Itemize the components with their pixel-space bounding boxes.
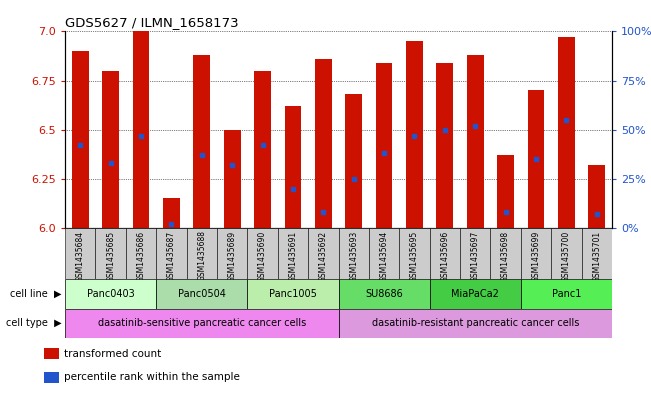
Text: cell line  ▶: cell line ▶: [10, 289, 62, 299]
Bar: [156, 279, 247, 309]
Text: GSM1435699: GSM1435699: [531, 230, 540, 282]
Text: transformed count: transformed count: [64, 349, 161, 359]
Text: GSM1435686: GSM1435686: [137, 230, 146, 282]
Bar: [308, 228, 339, 279]
Text: Panc0504: Panc0504: [178, 289, 226, 299]
Bar: [436, 63, 453, 228]
Text: GSM1435697: GSM1435697: [471, 230, 480, 282]
Bar: [278, 228, 308, 279]
Text: GSM1435691: GSM1435691: [288, 230, 298, 282]
Text: SU8686: SU8686: [365, 289, 403, 299]
Bar: [339, 228, 369, 279]
Bar: [406, 41, 423, 228]
Bar: [339, 279, 430, 309]
Bar: [521, 279, 612, 309]
Bar: [339, 309, 612, 338]
Bar: [65, 309, 339, 338]
Bar: [247, 279, 339, 309]
Text: GSM1435694: GSM1435694: [380, 230, 389, 282]
Text: Panc1005: Panc1005: [269, 289, 317, 299]
Bar: [490, 228, 521, 279]
Text: dasatinib-sensitive pancreatic cancer cells: dasatinib-sensitive pancreatic cancer ce…: [98, 318, 306, 328]
Bar: [44, 348, 59, 359]
Bar: [224, 130, 240, 228]
Bar: [521, 228, 551, 279]
Text: GSM1435690: GSM1435690: [258, 230, 267, 282]
Bar: [193, 55, 210, 228]
Bar: [460, 228, 490, 279]
Bar: [133, 31, 150, 228]
Bar: [247, 228, 278, 279]
Bar: [376, 63, 393, 228]
Bar: [254, 71, 271, 228]
Bar: [126, 228, 156, 279]
Text: GSM1435689: GSM1435689: [228, 230, 237, 282]
Text: GDS5627 / ILMN_1658173: GDS5627 / ILMN_1658173: [65, 16, 239, 29]
Bar: [345, 94, 362, 228]
Bar: [430, 228, 460, 279]
Bar: [527, 90, 544, 228]
Bar: [217, 228, 247, 279]
Bar: [467, 55, 484, 228]
Text: dasatinib-resistant pancreatic cancer cells: dasatinib-resistant pancreatic cancer ce…: [372, 318, 579, 328]
Text: GSM1435698: GSM1435698: [501, 230, 510, 282]
Bar: [558, 37, 575, 228]
Bar: [589, 165, 605, 228]
Bar: [72, 51, 89, 228]
Text: Panc0403: Panc0403: [87, 289, 135, 299]
Text: GSM1435685: GSM1435685: [106, 230, 115, 282]
Bar: [187, 228, 217, 279]
Text: Panc1: Panc1: [551, 289, 581, 299]
Text: GSM1435701: GSM1435701: [592, 230, 602, 282]
Text: GSM1435695: GSM1435695: [410, 230, 419, 282]
Text: GSM1435688: GSM1435688: [197, 230, 206, 281]
Bar: [315, 59, 331, 228]
Bar: [430, 279, 521, 309]
Bar: [551, 228, 581, 279]
Bar: [369, 228, 399, 279]
Bar: [163, 198, 180, 228]
Text: GSM1435687: GSM1435687: [167, 230, 176, 282]
Bar: [156, 228, 187, 279]
Text: GSM1435684: GSM1435684: [76, 230, 85, 282]
Bar: [102, 71, 119, 228]
Bar: [581, 228, 612, 279]
Bar: [284, 106, 301, 228]
Text: GSM1435692: GSM1435692: [319, 230, 328, 282]
Text: GSM1435696: GSM1435696: [440, 230, 449, 282]
Bar: [96, 228, 126, 279]
Text: MiaPaCa2: MiaPaCa2: [451, 289, 499, 299]
Text: cell type  ▶: cell type ▶: [7, 318, 62, 328]
Text: percentile rank within the sample: percentile rank within the sample: [64, 372, 240, 382]
Bar: [44, 372, 59, 383]
Bar: [497, 155, 514, 228]
Text: GSM1435700: GSM1435700: [562, 230, 571, 282]
Text: GSM1435693: GSM1435693: [349, 230, 358, 282]
Bar: [65, 228, 96, 279]
Bar: [399, 228, 430, 279]
Bar: [65, 279, 156, 309]
